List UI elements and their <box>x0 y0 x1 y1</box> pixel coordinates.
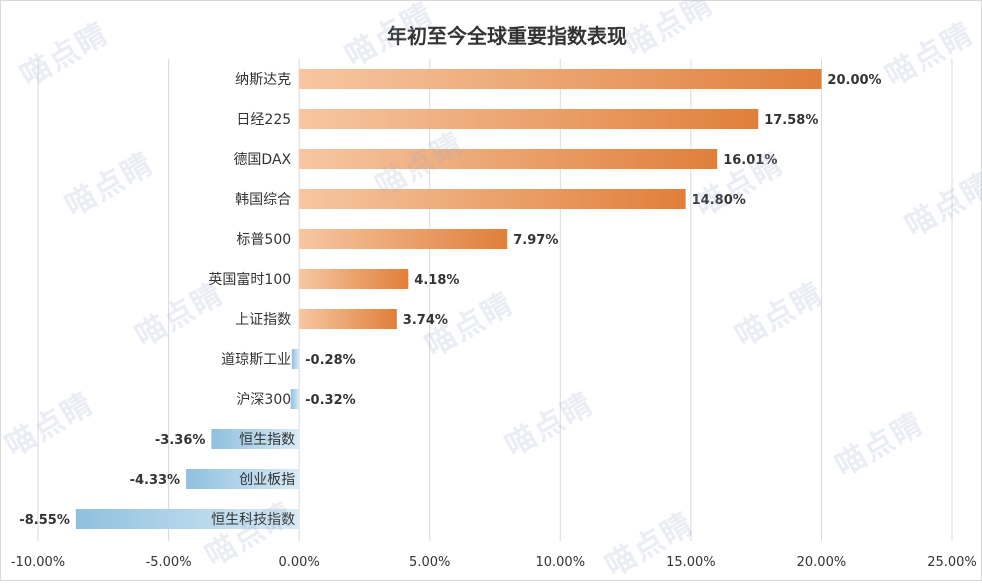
category-label: 标普500 <box>236 232 291 248</box>
category-label: 英国富时100 <box>208 271 291 288</box>
category-label: 恒生指数 <box>239 432 295 448</box>
value-label: -8.55% <box>19 513 70 528</box>
x-tick-label: 5.00% <box>409 555 450 570</box>
x-tick-label: 15.00% <box>666 555 716 570</box>
x-tick-label: 20.00% <box>797 555 847 570</box>
category-label: 道琼斯工业 <box>221 352 291 368</box>
category-label: 德国DAX <box>233 152 291 168</box>
x-tick-label: 0.00% <box>278 555 319 570</box>
bar <box>299 149 718 169</box>
bar <box>299 229 508 249</box>
value-label: -3.36% <box>155 433 206 448</box>
bar <box>299 189 686 209</box>
bar <box>290 389 300 409</box>
grid-lines <box>37 59 953 541</box>
value-label: 3.74% <box>403 313 448 328</box>
category-label: 韩国综合 <box>235 192 291 208</box>
bar <box>186 469 300 489</box>
value-label: 16.01% <box>723 153 777 168</box>
category-label: 创业板指 <box>239 472 295 488</box>
value-label: 17.58% <box>764 113 818 128</box>
value-label: 7.97% <box>513 233 558 248</box>
bar <box>211 429 300 449</box>
value-label: -0.28% <box>305 353 356 368</box>
value-label: 14.80% <box>692 193 746 208</box>
value-label: 4.18% <box>414 273 459 288</box>
category-label: 日经225 <box>236 112 291 128</box>
x-tick-label: -5.00% <box>146 555 192 570</box>
labels: 纳斯达克 20.00% 日经225 17.58% 德国DAX 16.01% 韩国综合 14.8… <box>19 72 881 528</box>
x-axis-ticks: -10.00% -5.00% 0.00% 5.00% 10.00% 15.00% 20.00… <box>11 555 977 570</box>
value-label: 20.00% <box>827 73 881 88</box>
x-tick-label: -10.00% <box>11 555 65 570</box>
value-label: -0.32% <box>305 393 356 408</box>
category-label: 沪深300 <box>236 392 291 408</box>
x-tick-label: 10.00% <box>535 555 585 570</box>
category-label: 恒生科技指数 <box>211 512 295 528</box>
bar <box>75 509 300 529</box>
bar <box>299 269 409 289</box>
bars <box>75 69 822 529</box>
bar <box>299 109 759 129</box>
bar <box>291 349 300 369</box>
category-label: 上证指数 <box>235 312 291 328</box>
bar <box>299 69 822 89</box>
category-label: 纳斯达克 <box>235 72 291 88</box>
value-label: -4.33% <box>130 473 181 488</box>
x-tick-label: 25.00% <box>927 555 977 570</box>
chart-title: 年初至今全球重要指数表现 <box>387 24 627 48</box>
bar <box>299 309 397 329</box>
